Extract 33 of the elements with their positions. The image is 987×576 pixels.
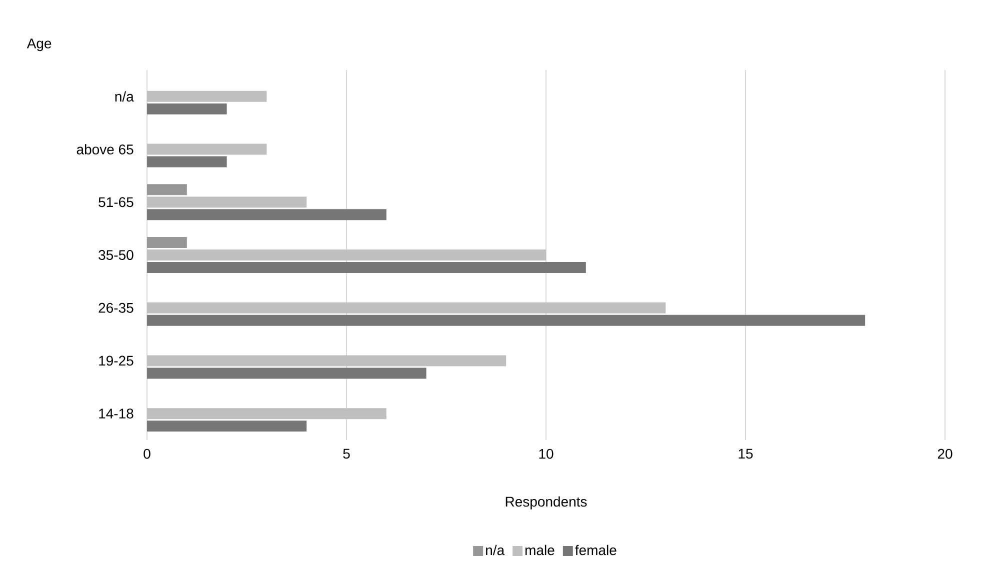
legend-label: n/a (486, 544, 505, 556)
bar (147, 90, 267, 102)
x-tick-label: 10 (539, 448, 554, 459)
y-axis-title: Age (26, 38, 52, 52)
x-tick-label: 0 (144, 448, 150, 459)
bar (147, 184, 187, 196)
y-tick-label: 19-25 (99, 356, 134, 366)
bar (147, 368, 426, 379)
bar (147, 144, 267, 155)
y-tick-label: above 65 (76, 144, 134, 154)
bar (147, 103, 227, 114)
y-tick-label: 35-50 (98, 250, 134, 260)
x-tick-label: 15 (738, 448, 753, 459)
bar (147, 408, 386, 420)
y-tick-label: 14-18 (99, 408, 134, 419)
bar (147, 355, 506, 366)
x-tick-label: 20 (938, 448, 952, 459)
bar (147, 156, 227, 168)
y-tick-label: 26-35 (98, 302, 134, 313)
bar (147, 237, 187, 248)
bar (147, 314, 866, 326)
bar (147, 196, 307, 208)
x-tick-label: 5 (343, 448, 350, 459)
bar (147, 209, 386, 220)
y-tick-label: n/a (115, 91, 134, 102)
bar (147, 420, 307, 432)
legend-label: female (575, 544, 616, 556)
y-tick-label: 51-65 (98, 197, 134, 208)
bar (147, 250, 546, 261)
bar (147, 302, 666, 314)
x-axis-title: Respondents (506, 496, 587, 510)
bar (147, 262, 586, 274)
legend-label: male (525, 544, 554, 556)
